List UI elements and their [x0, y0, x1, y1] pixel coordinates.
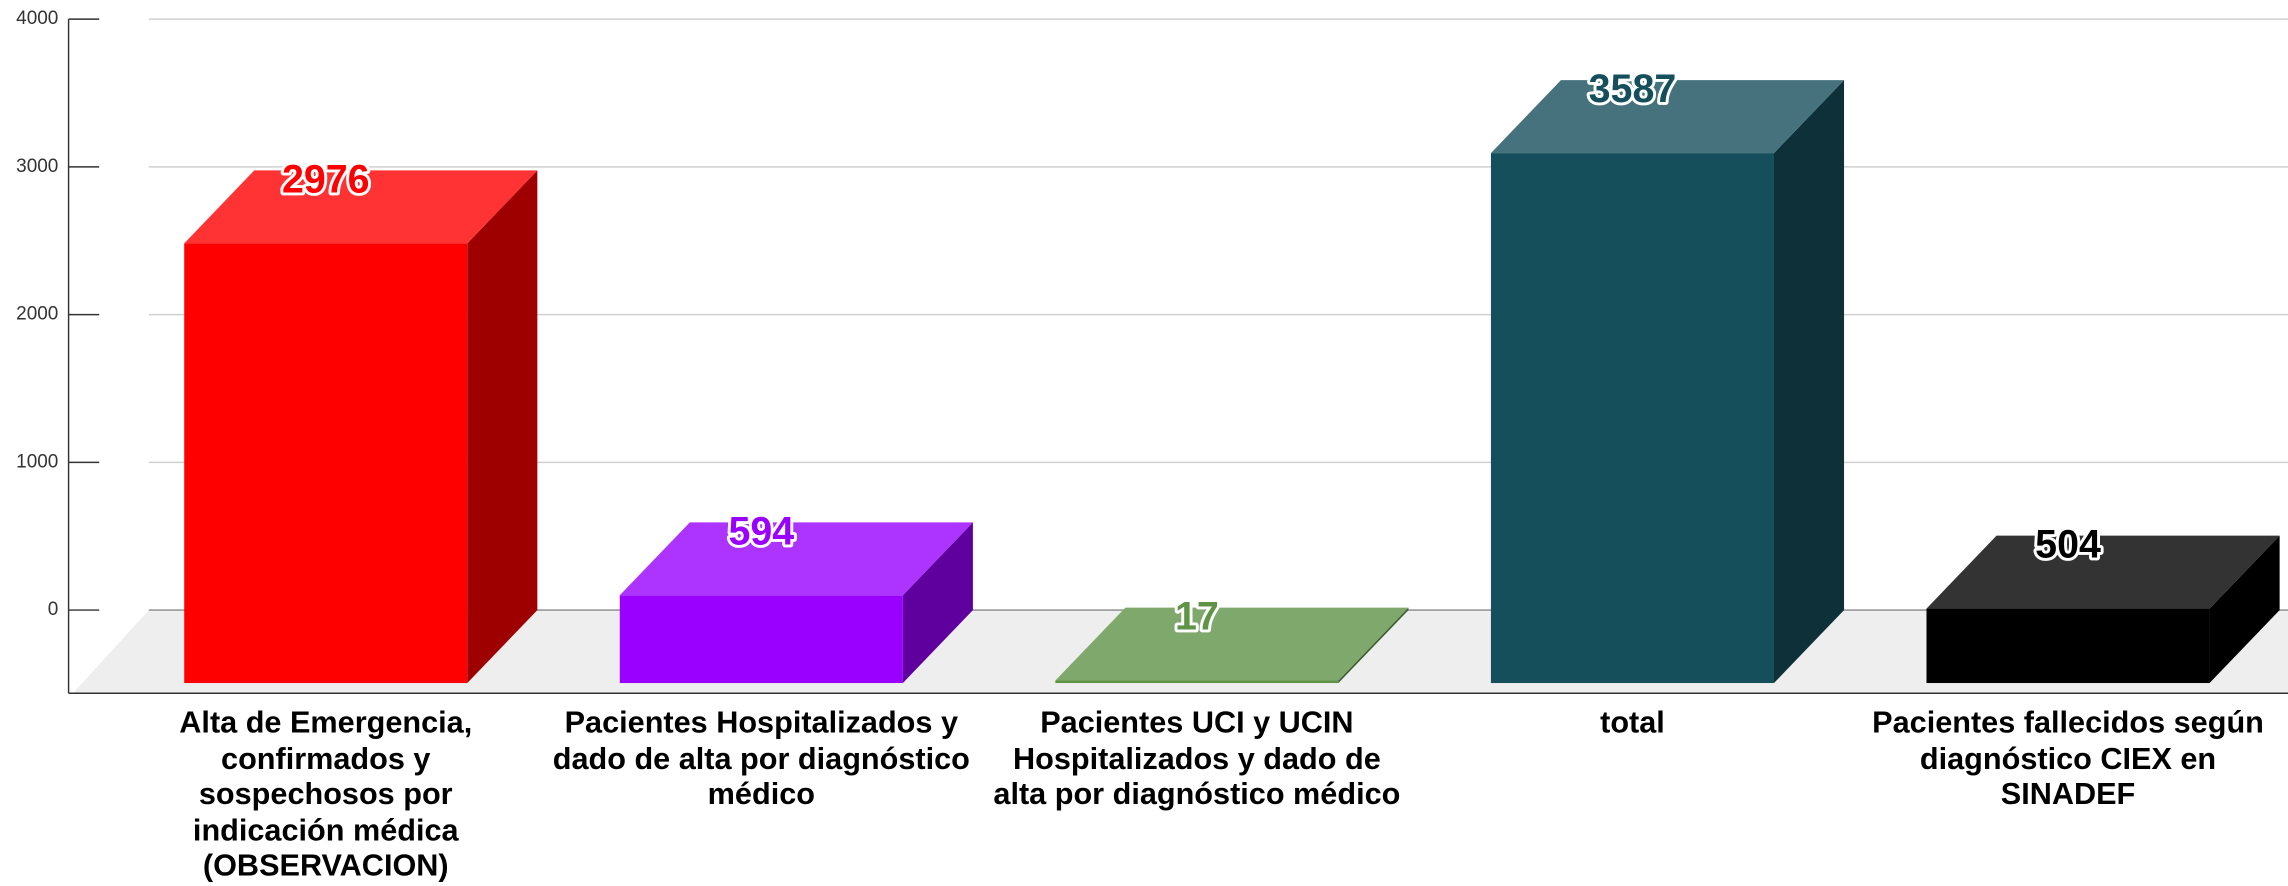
bar-top — [1926, 535, 2280, 609]
bar-top — [619, 522, 973, 596]
value-label: 504 — [2035, 523, 2101, 567]
value-label: 3587 — [1589, 67, 1677, 111]
bar-side — [467, 170, 538, 684]
bar — [1490, 153, 1775, 684]
y-tick-label: 4000 — [16, 8, 58, 29]
bar — [1055, 680, 1339, 684]
x-tick-label: total — [1600, 706, 1665, 740]
x-tick-label: Pacientes UCI y UCIN Hospitalizados y da… — [993, 706, 1401, 812]
y-tick-label: 1000 — [16, 451, 58, 472]
value-label: 17 — [1175, 595, 1219, 639]
bar-top — [1490, 80, 1845, 154]
bar-side — [1774, 80, 1845, 684]
bar-top — [1055, 607, 1409, 681]
bar-top — [184, 170, 538, 244]
bar-side — [1338, 607, 1409, 684]
bar — [619, 595, 903, 684]
y-tick-label: 0 — [48, 599, 59, 620]
x-tick-label: Alta de Emergencia, confirmados y sospec… — [179, 706, 473, 883]
x-tick-label-box: Pacientes Hospitalizados y dado de alta … — [552, 706, 970, 812]
x-tick-label: Pacientes fallecidos según diagnóstico C… — [1872, 706, 2264, 812]
value-label: 594 — [728, 509, 794, 553]
value-label: 2976 — [282, 157, 370, 201]
y-tick-label: 3000 — [16, 156, 58, 177]
y-tick-label: 2000 — [16, 304, 58, 325]
x-tick-label-box: Pacientes fallecidos según diagnóstico C… — [1872, 706, 2264, 812]
x-tick-label-box: total — [1600, 706, 1665, 740]
bar — [184, 243, 468, 684]
bar-side — [2209, 535, 2280, 684]
x-tick-label-box: Pacientes UCI y UCIN Hospitalizados y da… — [993, 706, 1401, 812]
bar-side — [902, 522, 973, 684]
x-tick-label: Pacientes Hospitalizados y dado de alta … — [552, 706, 970, 812]
x-tick-label-box: Alta de Emergencia, confirmados y sospec… — [179, 706, 473, 883]
bar — [1926, 608, 2210, 684]
